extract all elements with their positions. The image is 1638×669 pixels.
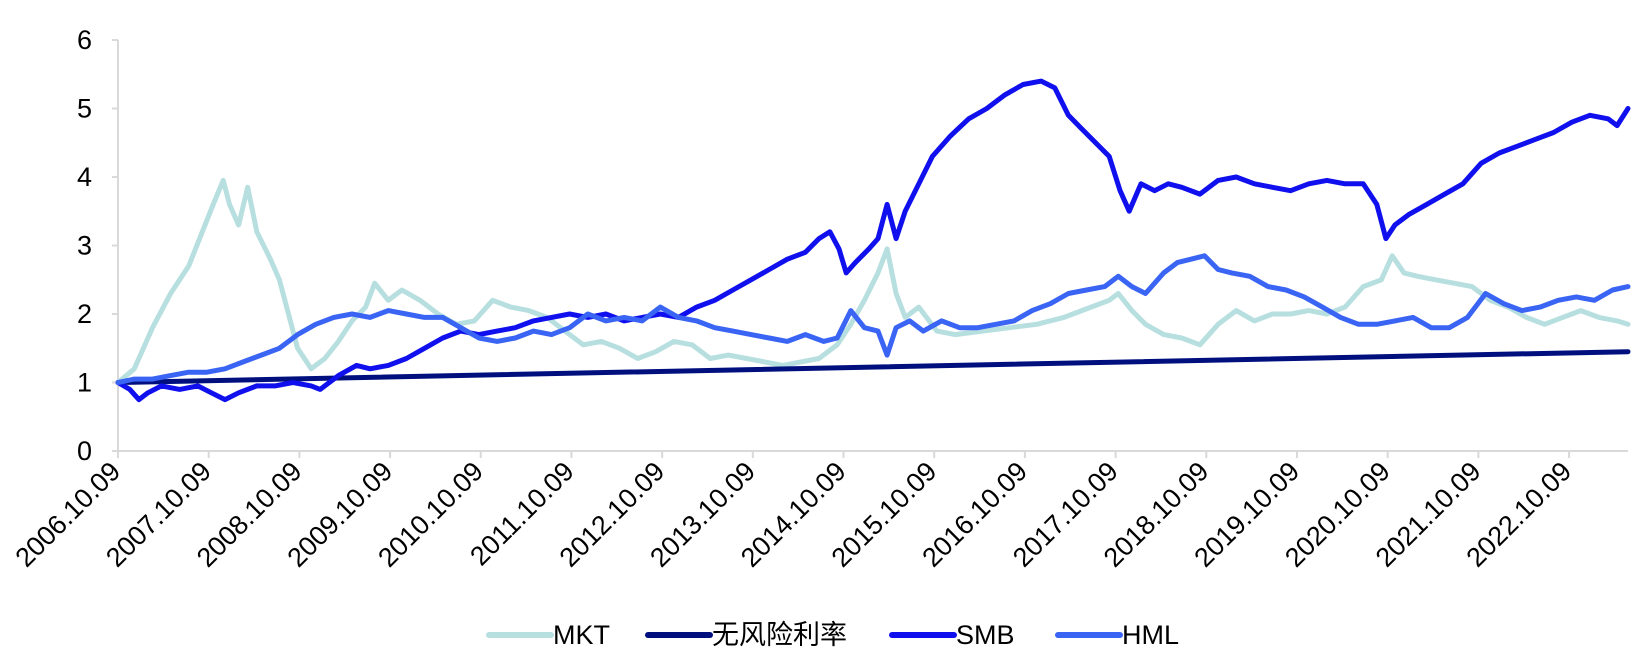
y-tick-label: 4	[77, 162, 92, 192]
x-axis-ticks: 2006.10.092007.10.092008.10.092009.10.09…	[9, 451, 1577, 573]
legend: MKT 无风险利率 SMB HML	[486, 620, 1179, 650]
series-line-2	[115, 78, 1631, 403]
y-tick-label: 5	[77, 94, 92, 124]
series-line-3	[115, 253, 1631, 385]
series-line-1	[115, 349, 1631, 385]
legend-label: MKT	[553, 620, 610, 650]
series-line-0	[115, 177, 1631, 385]
y-axis-ticks: 0 1 2 3 4 5 6	[77, 25, 118, 466]
y-tick-label: 0	[77, 436, 92, 466]
series-layer	[115, 78, 1631, 403]
legend-label: SMB	[956, 620, 1015, 650]
legend-label: 无风险利率	[712, 620, 847, 650]
legend-label: HML	[1122, 620, 1179, 650]
y-tick-label: 6	[77, 25, 92, 55]
y-tick-label: 3	[77, 231, 92, 261]
y-tick-label: 1	[77, 368, 92, 398]
y-tick-label: 2	[77, 299, 92, 329]
